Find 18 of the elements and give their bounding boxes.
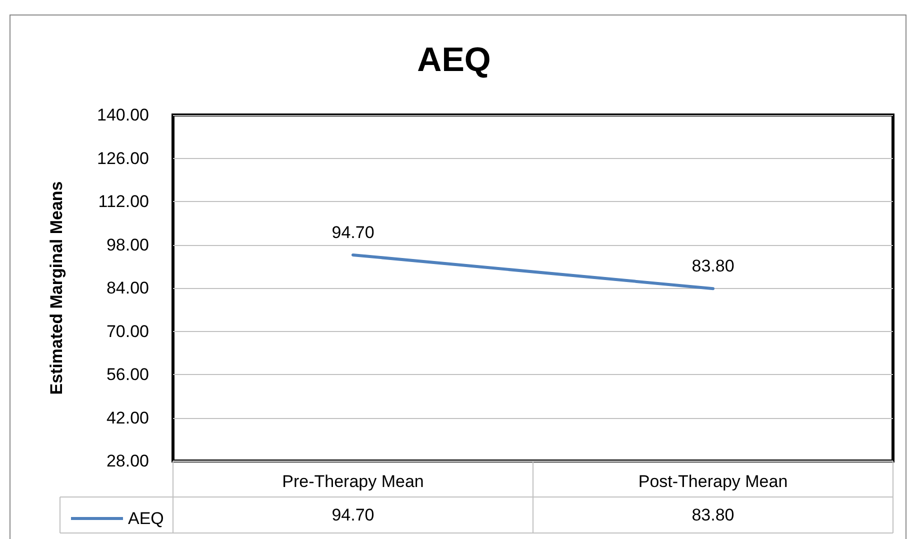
y-tick-label: 140.00 — [97, 106, 149, 124]
text: 83.80 — [692, 256, 734, 276]
y-tick-label: 56.00 — [106, 365, 149, 384]
y-tick-label: 70.00 — [106, 322, 149, 341]
y-axis-title: Estimated Marginal Means — [47, 181, 66, 395]
text: 94.70 — [332, 222, 374, 242]
y-tick-label: 84.00 — [106, 278, 149, 298]
data-label: 94.70 — [332, 506, 374, 524]
chart-title: AEQ — [417, 41, 491, 79]
y-tick-label: 28.00 — [106, 452, 149, 470]
legend-label: AEQ — [128, 509, 164, 528]
y-tick-label: 98.00 — [106, 235, 149, 254]
data-label: 83.80 — [692, 506, 734, 524]
y-tick-label: 126.00 — [97, 148, 149, 168]
y-tick-label: 42.00 — [106, 408, 149, 428]
x-tick-label: Post-Therapy Mean — [638, 472, 788, 491]
y-tick-label: 112.00 — [98, 192, 149, 211]
x-tick-label: Pre-Therapy Mean — [282, 472, 424, 491]
